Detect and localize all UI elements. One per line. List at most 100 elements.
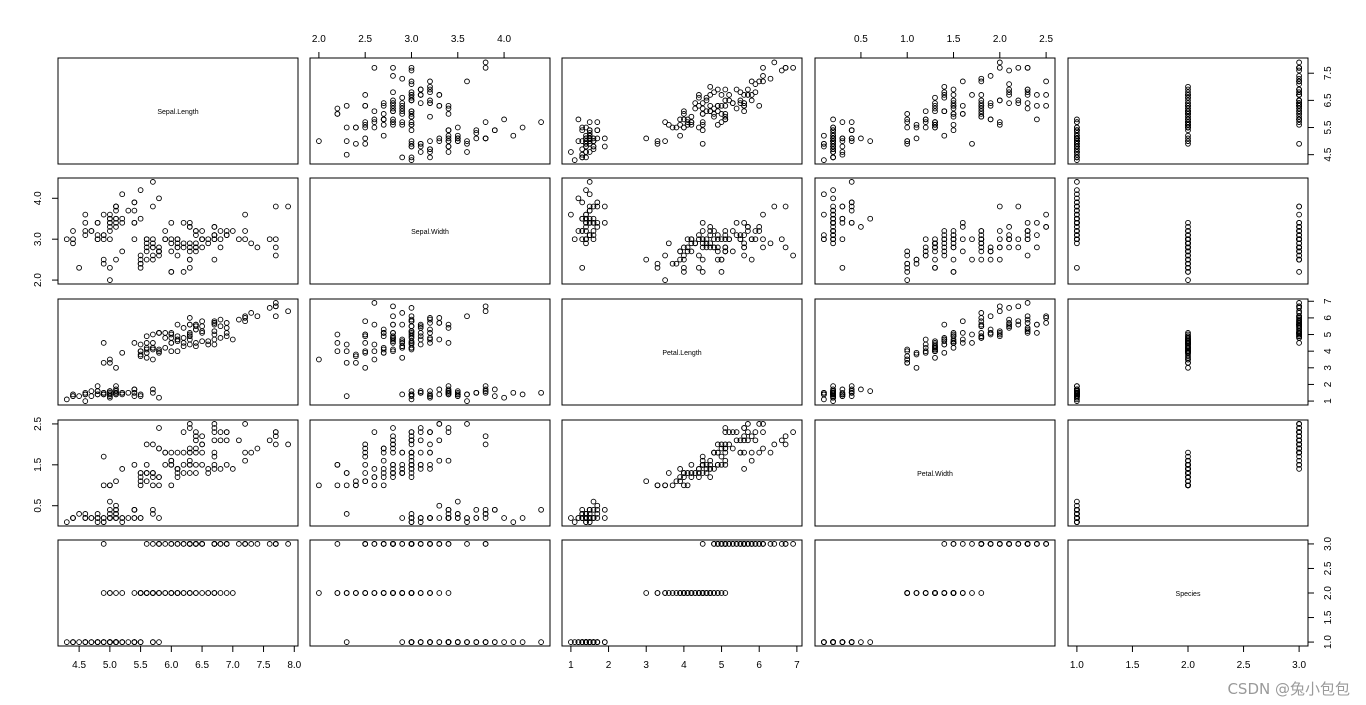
data-point	[711, 449, 717, 456]
data-point	[830, 228, 836, 234]
data-point	[408, 140, 415, 147]
data-point	[334, 331, 341, 338]
data-point	[482, 388, 489, 394]
data-point	[199, 328, 205, 335]
data-point	[464, 140, 470, 147]
data-point	[583, 236, 589, 243]
data-point	[454, 515, 461, 521]
data-point	[427, 78, 433, 85]
data-point	[193, 461, 199, 468]
data-point	[1043, 102, 1049, 109]
data-point	[839, 143, 846, 150]
data-point	[137, 639, 144, 645]
data-point	[94, 236, 101, 243]
data-point	[718, 256, 725, 263]
data-point	[1034, 330, 1040, 336]
data-point	[445, 515, 452, 521]
data-point	[156, 195, 162, 202]
data-point	[156, 515, 162, 521]
data-point	[790, 252, 796, 259]
data-point	[168, 449, 175, 456]
data-point	[830, 219, 836, 226]
data-point	[353, 359, 359, 366]
panel-frame	[309, 419, 551, 527]
data-point	[186, 590, 193, 596]
data-point	[707, 108, 714, 115]
data-point	[699, 461, 706, 468]
data-point	[113, 383, 119, 389]
data-point	[1185, 470, 1191, 476]
data-point	[707, 102, 714, 109]
data-point	[436, 320, 443, 326]
data-point	[1185, 252, 1191, 259]
data-point	[119, 639, 126, 645]
data-point	[343, 639, 350, 645]
data-point	[643, 478, 650, 485]
data-point	[913, 260, 920, 267]
data-point	[113, 388, 119, 394]
data-point	[316, 482, 322, 489]
data-point	[1185, 346, 1191, 353]
data-point	[1074, 191, 1080, 198]
panel-frame	[1067, 419, 1309, 527]
data-point	[390, 102, 396, 109]
data-point	[696, 470, 702, 476]
data-point	[696, 236, 702, 243]
tick-label: 5.0	[103, 660, 117, 671]
data-point	[601, 203, 608, 210]
data-point	[767, 541, 774, 547]
data-point	[681, 470, 687, 476]
data-point	[427, 97, 433, 104]
data-point	[1074, 389, 1080, 396]
data-point	[913, 364, 920, 371]
data-point	[272, 303, 279, 310]
data-point	[699, 240, 706, 247]
data-point	[180, 461, 187, 468]
data-point	[830, 146, 836, 153]
data-point	[436, 336, 443, 343]
data-point	[119, 191, 126, 198]
data-point	[113, 215, 119, 222]
data-point	[427, 590, 433, 596]
data-point	[193, 321, 199, 328]
data-point	[741, 425, 747, 431]
data-point	[726, 236, 732, 243]
data-point	[978, 100, 985, 106]
data-point	[1296, 331, 1302, 338]
data-point	[684, 121, 691, 128]
data-point	[665, 470, 672, 476]
data-point	[131, 393, 138, 399]
data-point	[371, 108, 378, 115]
data-point	[987, 331, 994, 338]
data-point	[180, 240, 187, 247]
data-point	[88, 515, 95, 521]
data-point	[722, 97, 729, 104]
data-point	[272, 313, 279, 320]
data-point	[741, 466, 747, 472]
data-point	[150, 386, 156, 393]
data-point	[688, 470, 695, 476]
data-point	[150, 482, 156, 489]
data-point	[205, 466, 212, 472]
data-point	[718, 92, 725, 98]
data-point	[1015, 541, 1022, 547]
data-point	[978, 92, 985, 98]
data-point	[1185, 140, 1191, 147]
data-point	[408, 330, 415, 336]
panel-frame	[309, 177, 551, 285]
data-point	[767, 75, 774, 82]
data-point	[390, 321, 396, 328]
data-point	[180, 325, 187, 331]
data-point	[156, 425, 162, 431]
data-point	[699, 244, 706, 251]
data-point	[707, 240, 714, 247]
data-point	[771, 541, 778, 547]
data-point	[722, 116, 729, 123]
data-point	[1006, 305, 1012, 311]
data-point	[137, 474, 144, 480]
data-point	[125, 389, 132, 396]
data-point	[987, 313, 994, 320]
data-point	[978, 240, 985, 247]
data-point	[922, 119, 929, 125]
data-point	[760, 211, 766, 218]
